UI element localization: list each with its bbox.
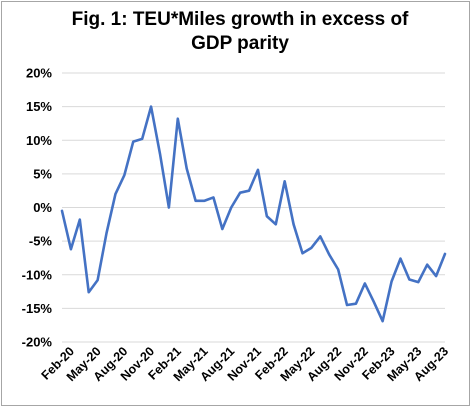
chart-title-line-2: GDP parity [191,33,289,54]
y-tick-label: 0% [33,200,52,215]
y-tick-label: -15% [22,301,53,316]
y-tick-label: 15% [26,99,52,114]
chart-title: Fig. 1: TEU*Miles growth in excess of GD… [40,8,440,56]
chart-title-line-1: Fig. 1: TEU*Miles growth in excess of [71,9,409,30]
y-tick-label: 5% [33,166,52,181]
y-tick-label: 10% [26,133,52,148]
gridlines [62,72,445,343]
y-tick-label: -10% [22,267,53,282]
series-line [60,105,447,323]
x-axis-ticks: Feb-20May-20Aug-20Nov-20Feb-21May-21Aug-… [39,344,452,384]
y-tick-label: -5% [29,234,53,249]
y-axis-ticks: 20% 15% 10% 5% 0% -5% -10% -15% -20% [22,66,53,350]
series-lines [60,105,447,323]
y-tick-label: 20% [26,66,52,81]
y-tick-label: -20% [22,335,53,350]
